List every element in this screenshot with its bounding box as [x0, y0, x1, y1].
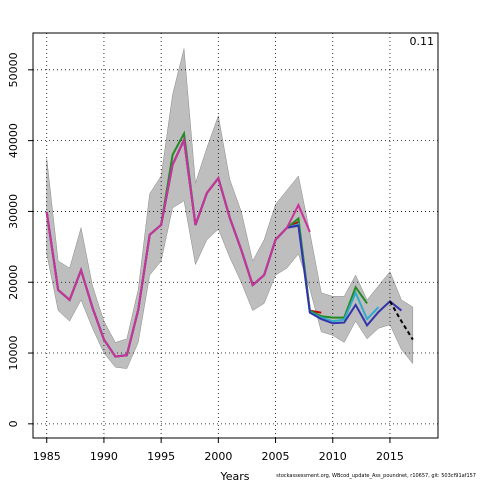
- x-axis-label: Years: [219, 470, 249, 480]
- x-tick-label: 1985: [33, 450, 61, 463]
- y-tick-label: 30000: [7, 194, 20, 229]
- y-tick-label: 20000: [7, 265, 20, 300]
- x-tick-label: 2015: [376, 450, 404, 463]
- x-tick-label: 2005: [262, 450, 290, 463]
- series-line: [45, 136, 311, 358]
- x-tick-label: 1995: [147, 450, 175, 463]
- series-line: [389, 300, 414, 341]
- confidence-band: [46, 48, 414, 369]
- footer: stockassessment.org, WBcod_update_Ass_po…: [276, 473, 476, 479]
- y-tick-label: 0: [7, 420, 20, 427]
- y-tick-label: 10000: [7, 336, 20, 371]
- x-tick-label: 2010: [319, 450, 347, 463]
- x-tick-label: 1990: [90, 450, 118, 463]
- plot-layer: [33, 33, 438, 438]
- annotation: 0.11: [410, 35, 435, 48]
- plot-frame: [32, 32, 439, 439]
- y-tick-label: 50000: [7, 52, 20, 87]
- x-tick-label: 2000: [204, 450, 232, 463]
- y-tick-label: 40000: [7, 123, 20, 158]
